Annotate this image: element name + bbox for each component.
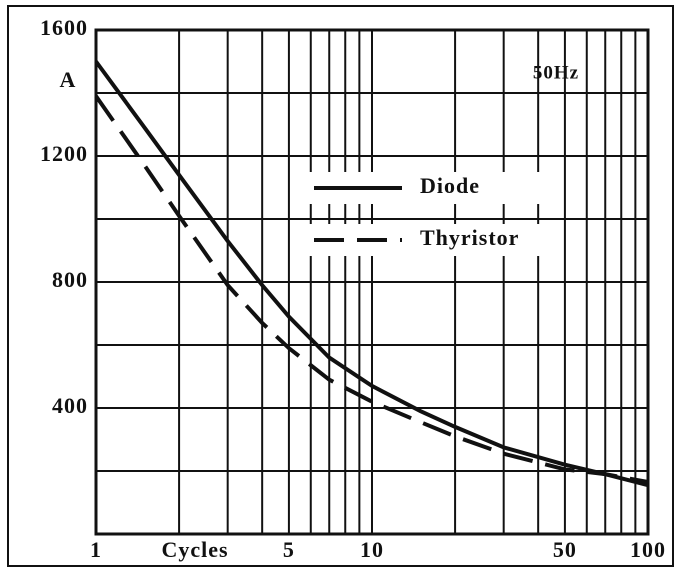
legend-bg (308, 224, 558, 256)
x-tick-label: 5 (283, 537, 295, 562)
plot-border (94, 28, 650, 536)
series-line (94, 95, 649, 484)
x-axis-label: Cycles (161, 537, 228, 562)
y-tick-label: 1600 (40, 15, 88, 40)
y-axis-label: A (60, 67, 77, 92)
y-tick-label: 400 (52, 393, 88, 418)
legend-label: Diode (420, 173, 480, 198)
frame (7, 5, 674, 567)
x-tick-label: 50 (553, 537, 577, 562)
legend-label: Thyristor (420, 225, 519, 250)
x-tick-label: 1 (90, 537, 102, 562)
series-line (94, 60, 649, 488)
x-tick-label: 100 (630, 537, 666, 562)
x-tick-label: 10 (360, 537, 384, 562)
annotation: 50Hz (533, 62, 579, 83)
y-tick-label: 800 (52, 267, 88, 292)
y-tick-label: 1200 (40, 141, 88, 166)
